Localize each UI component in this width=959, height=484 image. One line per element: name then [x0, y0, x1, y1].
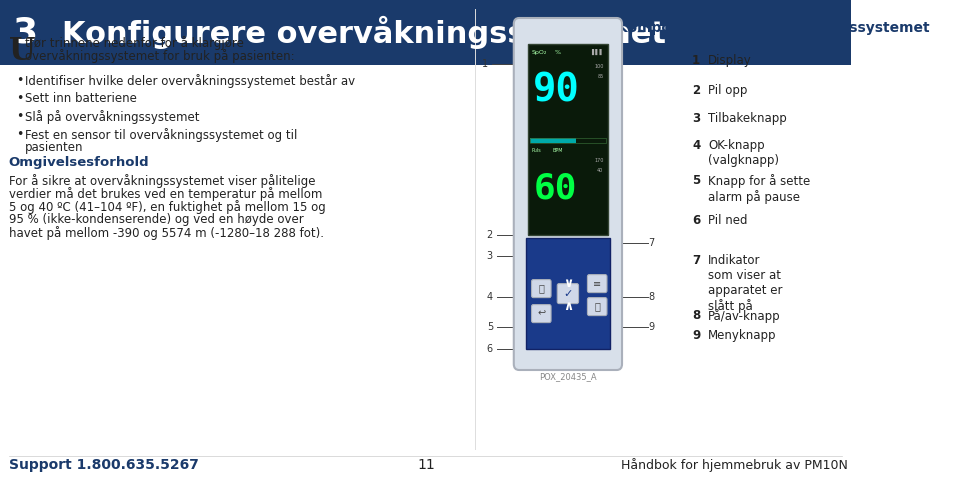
Text: OK-knapp
(valgknapp): OK-knapp (valgknapp) [708, 139, 779, 167]
Text: havet på mellom -390 og 5574 m (-1280–18 288 fot).: havet på mellom -390 og 5574 m (-1280–18… [9, 226, 324, 240]
Text: 5 og 40 ºC (41–104 ºF), en fuktighet på mellom 15 og: 5 og 40 ºC (41–104 ºF), en fuktighet på … [9, 200, 326, 214]
FancyBboxPatch shape [531, 304, 551, 323]
Text: Display: Display [708, 54, 752, 67]
Text: Sett inn batteriene: Sett inn batteriene [25, 92, 137, 105]
Text: ↩: ↩ [537, 309, 546, 318]
Text: ✓: ✓ [563, 288, 573, 299]
Bar [529, 138, 575, 143]
Text: 1: 1 [692, 54, 700, 67]
Text: 40: 40 [597, 168, 603, 173]
Text: U: U [9, 36, 35, 67]
Bar [528, 44, 608, 235]
Text: 100: 100 [594, 64, 603, 69]
Text: 9: 9 [692, 329, 700, 342]
Text: 95 % (ikke-kondenserende) og ved en høyde over: 95 % (ikke-kondenserende) og ved en høyd… [9, 213, 304, 226]
Text: 1: 1 [482, 59, 488, 69]
Text: POX_20435_A: POX_20435_A [539, 372, 596, 381]
Text: 5: 5 [487, 322, 493, 332]
Text: 3: 3 [487, 251, 493, 261]
Bar [529, 138, 606, 143]
Text: Menyknapp: Menyknapp [708, 329, 777, 342]
Text: BPM: BPM [552, 148, 563, 153]
Text: overvåkningssystemet for bruk på pasienten:: overvåkningssystemet for bruk på pasient… [25, 49, 294, 63]
Text: 5: 5 [692, 174, 700, 187]
Text: 7: 7 [648, 238, 654, 248]
Text: pasienten: pasienten [25, 141, 83, 154]
Text: 85: 85 [597, 74, 603, 79]
Text: 60: 60 [534, 171, 577, 205]
FancyBboxPatch shape [531, 280, 551, 298]
Text: 🔔: 🔔 [538, 284, 544, 294]
Text: •: • [16, 128, 23, 141]
Text: 90: 90 [532, 72, 579, 110]
Text: For å sikre at overvåkningssystemet viser pålitelige: For å sikre at overvåkningssystemet vise… [9, 174, 316, 188]
Text: Knapp for å sette
alarm på pause: Knapp for å sette alarm på pause [708, 174, 810, 204]
Text: 6: 6 [487, 344, 493, 354]
Text: Indikator
som viser at
apparatet er
slått på: Indikator som viser at apparatet er slåt… [708, 254, 783, 313]
FancyBboxPatch shape [588, 298, 607, 316]
Text: Omgivelsesforhold: Omgivelsesforhold [9, 156, 150, 169]
Text: 6: 6 [692, 214, 700, 227]
Text: Support 1.800.635.5267: Support 1.800.635.5267 [9, 458, 199, 472]
Text: •: • [16, 74, 23, 87]
Text: ∧: ∧ [563, 300, 573, 313]
Text: Pil opp: Pil opp [708, 84, 747, 97]
Text: 11: 11 [417, 458, 434, 472]
Text: 2: 2 [487, 230, 493, 240]
Text: 2: 2 [692, 84, 700, 97]
Text: •: • [16, 92, 23, 105]
Text: På/av-knapp: På/av-knapp [708, 309, 781, 323]
Text: 170: 170 [594, 158, 603, 163]
Text: 8: 8 [648, 291, 654, 302]
Text: %: % [554, 50, 561, 55]
Text: Identifiser hvilke deler overvåkningssystemet består av: Identifiser hvilke deler overvåkningssys… [25, 74, 355, 88]
Bar [0, 0, 851, 65]
Text: Komponenter på overvåkningssystemet: Komponenter på overvåkningssystemet [617, 19, 929, 35]
FancyBboxPatch shape [588, 274, 607, 293]
Bar [526, 238, 610, 349]
Text: Fest en sensor til overvåkningssystemet og til: Fest en sensor til overvåkningssystemet … [25, 128, 297, 142]
Text: ⏻: ⏻ [595, 302, 600, 312]
Text: tfør trinnene nedenfor for å klargjøre: tfør trinnene nedenfor for å klargjøre [25, 36, 244, 50]
Text: 3: 3 [12, 15, 37, 50]
Text: 7: 7 [692, 254, 700, 267]
Text: 9: 9 [648, 322, 654, 332]
Text: ∨: ∨ [563, 277, 573, 290]
Text: Tilbakeknapp: Tilbakeknapp [708, 112, 787, 125]
Text: 3: 3 [692, 112, 700, 125]
FancyBboxPatch shape [514, 18, 622, 370]
Text: Konfigurere overvåkningssystemet: Konfigurere overvåkningssystemet [62, 16, 667, 49]
FancyBboxPatch shape [557, 284, 578, 303]
Text: Puls: Puls [531, 148, 541, 153]
Text: •: • [16, 110, 23, 123]
Text: Håndbok for hjemmebruk av PM10N: Håndbok for hjemmebruk av PM10N [620, 458, 848, 472]
Text: verdier må det brukes ved en temperatur på mellom: verdier må det brukes ved en temperatur … [9, 187, 322, 201]
Text: 4: 4 [487, 291, 493, 302]
Text: ≡: ≡ [593, 279, 601, 288]
Text: SpO₂: SpO₂ [531, 50, 547, 55]
Text: 4: 4 [692, 139, 700, 152]
Text: 8: 8 [692, 309, 700, 322]
Text: ▌▌▌: ▌▌▌ [592, 49, 604, 55]
Text: Pil ned: Pil ned [708, 214, 748, 227]
Text: Slå på overvåkningssystemet: Slå på overvåkningssystemet [25, 110, 199, 124]
